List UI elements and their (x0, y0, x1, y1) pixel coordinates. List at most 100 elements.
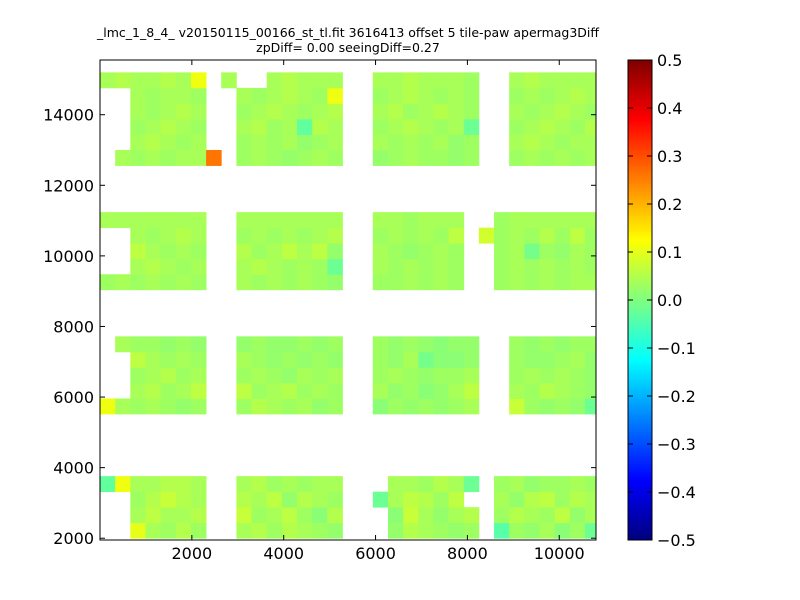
heatmap-cell (433, 507, 449, 524)
heatmap-cell (175, 351, 192, 368)
heatmap-cell (190, 382, 207, 399)
heatmap-cell (448, 351, 465, 368)
heatmap-cell (281, 150, 298, 166)
heatmap-cell (403, 507, 419, 524)
heatmap-cell (418, 243, 434, 260)
heatmap-cell (297, 491, 313, 508)
heatmap-cell (175, 507, 192, 524)
heatmap-cell (297, 398, 313, 415)
heatmap-cell (509, 212, 525, 229)
heatmap-cell (433, 118, 449, 135)
heatmap-cell (190, 491, 207, 508)
heatmap-cell (569, 212, 586, 229)
heatmap-cell (584, 150, 596, 166)
heatmap-cell (190, 87, 207, 104)
heatmap-cell (281, 336, 298, 353)
heatmap-cell (539, 476, 556, 493)
heatmap-cell (372, 134, 389, 151)
heatmap-cell (297, 243, 313, 260)
heatmap-cell (418, 507, 434, 524)
heatmap-cell (145, 134, 162, 151)
heatmap-cell (387, 476, 404, 493)
heatmap-cell (327, 72, 343, 89)
heatmap-cell (130, 274, 146, 291)
heatmap-cell (494, 507, 510, 524)
heatmap-cell (584, 134, 596, 151)
heatmap-cell (251, 351, 268, 368)
heatmap-cell (190, 507, 207, 524)
y-tick-label: 6000 (53, 388, 94, 407)
heatmap-cell (145, 507, 162, 524)
heatmap-cell (539, 274, 556, 291)
heatmap-cell (175, 118, 192, 135)
heatmap-cell (463, 476, 480, 493)
heatmap-cell (539, 118, 556, 135)
heatmap-cell (251, 118, 268, 135)
heatmap-cell (387, 103, 404, 120)
heatmap-cell (403, 227, 419, 244)
heatmap-cell (327, 367, 343, 384)
heatmap-cell (236, 103, 252, 120)
heatmap-cell (387, 522, 404, 539)
heatmap-cell (130, 476, 146, 493)
colorbar-axis: 0.5 0.4 0.3 0.2 0.1 0.0 −0.1 −0.2 −0.3 −0.4 −0.5 (628, 51, 696, 550)
heatmap-cell (281, 476, 298, 493)
heatmap-cell (175, 150, 192, 166)
heatmap-cell (372, 382, 389, 399)
heatmap-cell (387, 491, 404, 508)
heatmap-cell (418, 351, 434, 368)
heatmap-cell (236, 382, 252, 399)
heatmap-cell (372, 72, 389, 89)
heatmap-cell (372, 118, 389, 135)
heatmap-cell (478, 227, 495, 244)
heatmap-cell (448, 150, 465, 166)
heatmap-cell (539, 351, 556, 368)
heatmap-cell (327, 507, 343, 524)
heatmap-cell (160, 336, 177, 353)
heatmap-cell (509, 507, 525, 524)
heatmap-cell (494, 476, 510, 493)
heatmap-cell (236, 507, 252, 524)
heatmap-cell (509, 72, 525, 89)
heatmap-cell (175, 258, 192, 275)
y-tick-label: 10000 (43, 247, 94, 266)
heatmap-cell (387, 258, 404, 275)
heatmap-cell (327, 336, 343, 353)
heatmap-cell (372, 491, 389, 508)
heatmap-cell (251, 491, 268, 508)
heatmap-cell (100, 398, 116, 415)
heatmap-cell (569, 118, 586, 135)
heatmap-cell (312, 522, 328, 539)
heatmap-cell (403, 87, 419, 104)
heatmap-cell (448, 367, 465, 384)
heatmap-cell (569, 134, 586, 151)
heatmap-cell (387, 351, 404, 368)
heatmap-cell (448, 227, 465, 244)
heatmap-cell (266, 491, 283, 508)
heatmap-cells (100, 72, 596, 539)
heatmap-cell (403, 150, 419, 166)
heatmap-cell (584, 258, 596, 275)
heatmap-cell (266, 476, 283, 493)
heatmap-cell (418, 227, 434, 244)
heatmap-cell (297, 382, 313, 399)
heatmap-cell (554, 118, 571, 135)
heatmap-cell (251, 476, 268, 493)
heatmap-cell (463, 72, 480, 89)
heatmap-cell (584, 72, 596, 89)
heatmap-cell (448, 507, 465, 524)
heatmap-cell (554, 212, 571, 229)
heatmap-cell (539, 212, 556, 229)
heatmap-cell (281, 522, 298, 539)
heatmap-cell (403, 274, 419, 291)
heatmap-cell (539, 507, 556, 524)
heatmap-cell (448, 134, 465, 151)
heatmap-cell (554, 227, 571, 244)
heatmap-cell (372, 243, 389, 260)
heatmap-cell (160, 72, 177, 89)
heatmap-cell (554, 87, 571, 104)
heatmap-cell (569, 227, 586, 244)
heatmap-cell (130, 87, 146, 104)
heatmap-cell (569, 507, 586, 524)
heatmap-cell (130, 336, 146, 353)
